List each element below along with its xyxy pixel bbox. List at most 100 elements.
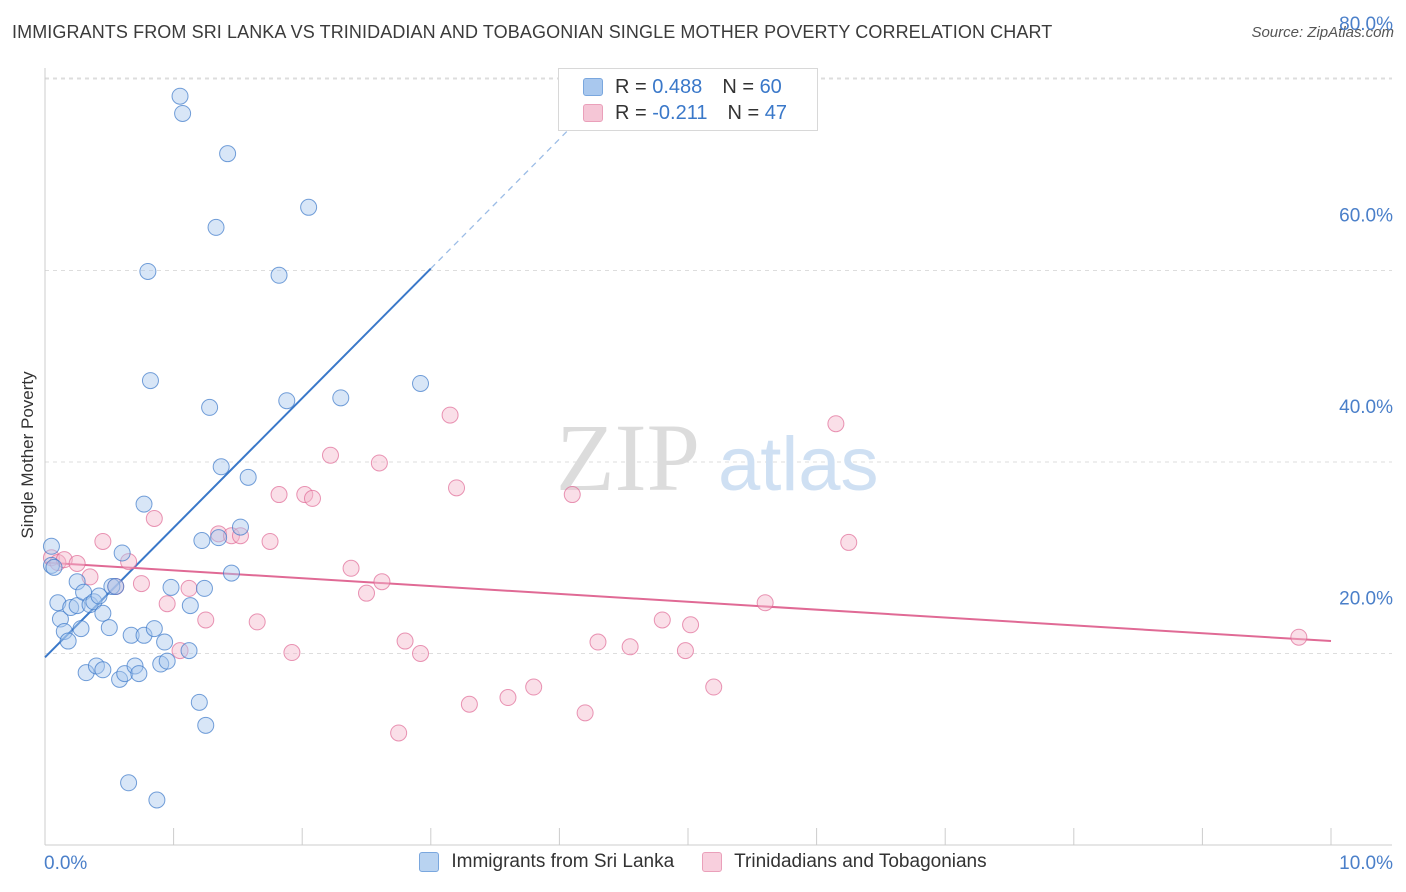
n-value: 47 (764, 101, 787, 124)
sri-lanka-point (107, 577, 125, 595)
sri-lanka-point (181, 597, 199, 615)
y-tick-label: 20.0% (1339, 589, 1393, 610)
legend-row-sri-lanka: R = 0.488 N = 60 (583, 75, 782, 99)
points-layer (42, 87, 1308, 809)
trinidad-point (94, 532, 112, 550)
trinidad-point (396, 632, 414, 650)
trinidad-point (158, 595, 176, 613)
sri-lanka-point (219, 145, 237, 163)
trinidad-point (180, 579, 198, 597)
sri-lanka-point (212, 458, 230, 476)
sri-lanka-point (72, 620, 90, 638)
trinidad-point (676, 642, 694, 660)
trinidad-point (171, 642, 189, 660)
sri-lanka-point (126, 657, 144, 675)
legend-label: Trinidadians and Tobagonians (734, 851, 987, 872)
sri-lanka-point (239, 468, 257, 486)
y-axis-label: Single Mother Poverty (18, 371, 37, 539)
trinidad-point (210, 525, 228, 543)
sri-lanka-point (59, 632, 77, 650)
trinidad-point (705, 678, 723, 696)
sri-lanka-point (120, 774, 138, 792)
trinidad-point (653, 611, 671, 629)
sri-lanka-point (193, 532, 211, 550)
trinidad-point (68, 554, 86, 572)
trinidad-point (589, 633, 607, 651)
sri-lanka-point (141, 372, 159, 390)
sri-lanka-trendline (44, 267, 432, 659)
sri-lanka-point (68, 573, 86, 591)
trinidad-point (120, 553, 138, 571)
trinidad-point (358, 584, 375, 602)
sri-lanka-point (231, 518, 249, 536)
sri-lanka-point (222, 564, 240, 582)
y-tick-label: 80.0% (1339, 14, 1393, 35)
sri-lanka-point (45, 558, 63, 576)
trinidad-point (296, 486, 314, 504)
sri-lanka-point (156, 633, 174, 651)
trinidad-point (756, 594, 774, 612)
legend-row-trinidad: R = -0.211 N = 47 (583, 101, 787, 125)
sri-lanka-point (171, 87, 189, 105)
sri-lanka-point (190, 693, 208, 711)
trinidad-point (840, 533, 858, 551)
sri-lanka-point (94, 604, 112, 622)
trinidad-point (342, 559, 360, 577)
sri-lanka-point (210, 529, 228, 547)
sri-lanka-point (77, 664, 95, 682)
legend-swatch-blue (419, 852, 440, 872)
x-tick-label: 10.0% (1339, 853, 1393, 874)
trinidad-point (563, 486, 581, 504)
sri-lanka-point (94, 661, 112, 679)
n-label: N = (722, 75, 754, 98)
trinidad-point (682, 616, 700, 634)
trinidad-point (621, 638, 639, 656)
trinidad-point (197, 611, 215, 629)
sri-lanka-point (113, 544, 131, 562)
sri-lanka-point (162, 578, 180, 596)
trinidad-point (145, 509, 163, 527)
trinidad-point (303, 489, 321, 507)
tick-labels: 20.0% 40.0% 60.0% 80.0% 0.0% 10.0% (44, 14, 1393, 874)
trinidad-point (827, 415, 845, 433)
source-credit: Source: ZipAtlas.com (1251, 24, 1394, 41)
trinidad-point (448, 479, 466, 497)
sri-lanka-point (412, 374, 430, 392)
trinidad-point (460, 695, 478, 713)
legend-swatch-blue (583, 78, 603, 96)
legend-swatch-pink (583, 104, 603, 122)
watermark-atlas: atlas (718, 422, 879, 507)
sri-lanka-point (332, 389, 350, 407)
r-label: R = (615, 75, 647, 98)
chart-title: IMMIGRANTS FROM SRI LANKA VS TRINIDADIAN… (12, 22, 1053, 42)
sri-lanka-point (145, 620, 163, 638)
x-tick-label: 0.0% (44, 853, 87, 874)
sri-lanka-point (42, 556, 60, 574)
trinidad-trendline (44, 561, 1332, 643)
legend-label: Immigrants from Sri Lanka (451, 851, 675, 872)
trinidad-point (370, 454, 388, 472)
sri-lanka-point (148, 791, 166, 809)
sri-lanka-point (195, 579, 213, 597)
trinidad-point (231, 527, 249, 545)
trinidad-point (390, 724, 408, 742)
y-tick-label: 40.0% (1339, 397, 1393, 418)
sri-lanka-point (55, 622, 73, 640)
trinidad-point (283, 644, 301, 662)
sri-lanka-point (139, 262, 157, 280)
trinidad-point (525, 678, 543, 696)
sri-lanka-point (42, 537, 60, 555)
grid-layer (45, 77, 1392, 654)
legend-item-trinidad[interactable]: Trinidadians and Tobagonians (702, 851, 987, 873)
trinidad-point (499, 689, 517, 707)
legend-item-sri-lanka[interactable]: Immigrants from Sri Lanka (419, 851, 674, 873)
sri-lanka-point (270, 266, 288, 284)
trinidad-point (270, 486, 288, 504)
sri-lanka-point (135, 626, 153, 644)
trinidad-point (321, 446, 339, 464)
watermark: ZIP atlas (556, 404, 879, 511)
trinidad-point (373, 573, 391, 591)
sri-lanka-point (49, 594, 67, 612)
sri-lanka-point (201, 398, 219, 416)
